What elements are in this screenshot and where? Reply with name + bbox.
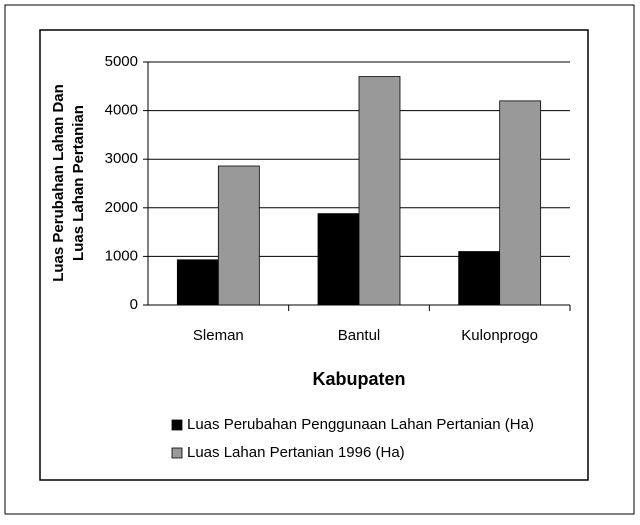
y-axis-title: Luas Perubahan Lahan Dan Luas Lahan Pert… — [50, 84, 87, 282]
y-axis-title-line: Luas Perubahan Lahan Dan — [50, 84, 67, 282]
y-tick-label: 2000 — [105, 199, 138, 216]
x-tick-label: Sleman — [193, 327, 244, 344]
y-axis-title-line: Luas Lahan Pertanian — [70, 105, 87, 261]
legend-swatch — [171, 447, 183, 459]
y-tick-label: 0 — [130, 296, 138, 313]
y-tick-label: 5000 — [105, 53, 138, 70]
outer-frame — [4, 4, 635, 515]
legend-label: Luas Perubahan Penggunaan Lahan Pertania… — [187, 416, 534, 433]
x-tick-label: Bantul — [338, 327, 381, 344]
legend-swatch — [171, 419, 183, 431]
y-tick-label: 1000 — [105, 247, 138, 264]
chart-frame — [39, 29, 589, 481]
bar — [317, 213, 360, 306]
bar — [176, 259, 219, 306]
bar — [499, 100, 542, 306]
y-tick-label: 3000 — [105, 150, 138, 167]
bar — [458, 251, 501, 306]
x-tick-label: Kulonprogo — [461, 327, 538, 344]
x-axis-title: Kabupaten — [312, 369, 405, 389]
y-tick-label: 4000 — [105, 102, 138, 119]
bar — [217, 165, 260, 306]
bar — [358, 76, 401, 306]
legend-label: Luas Lahan Pertanian 1996 (Ha) — [187, 444, 405, 461]
